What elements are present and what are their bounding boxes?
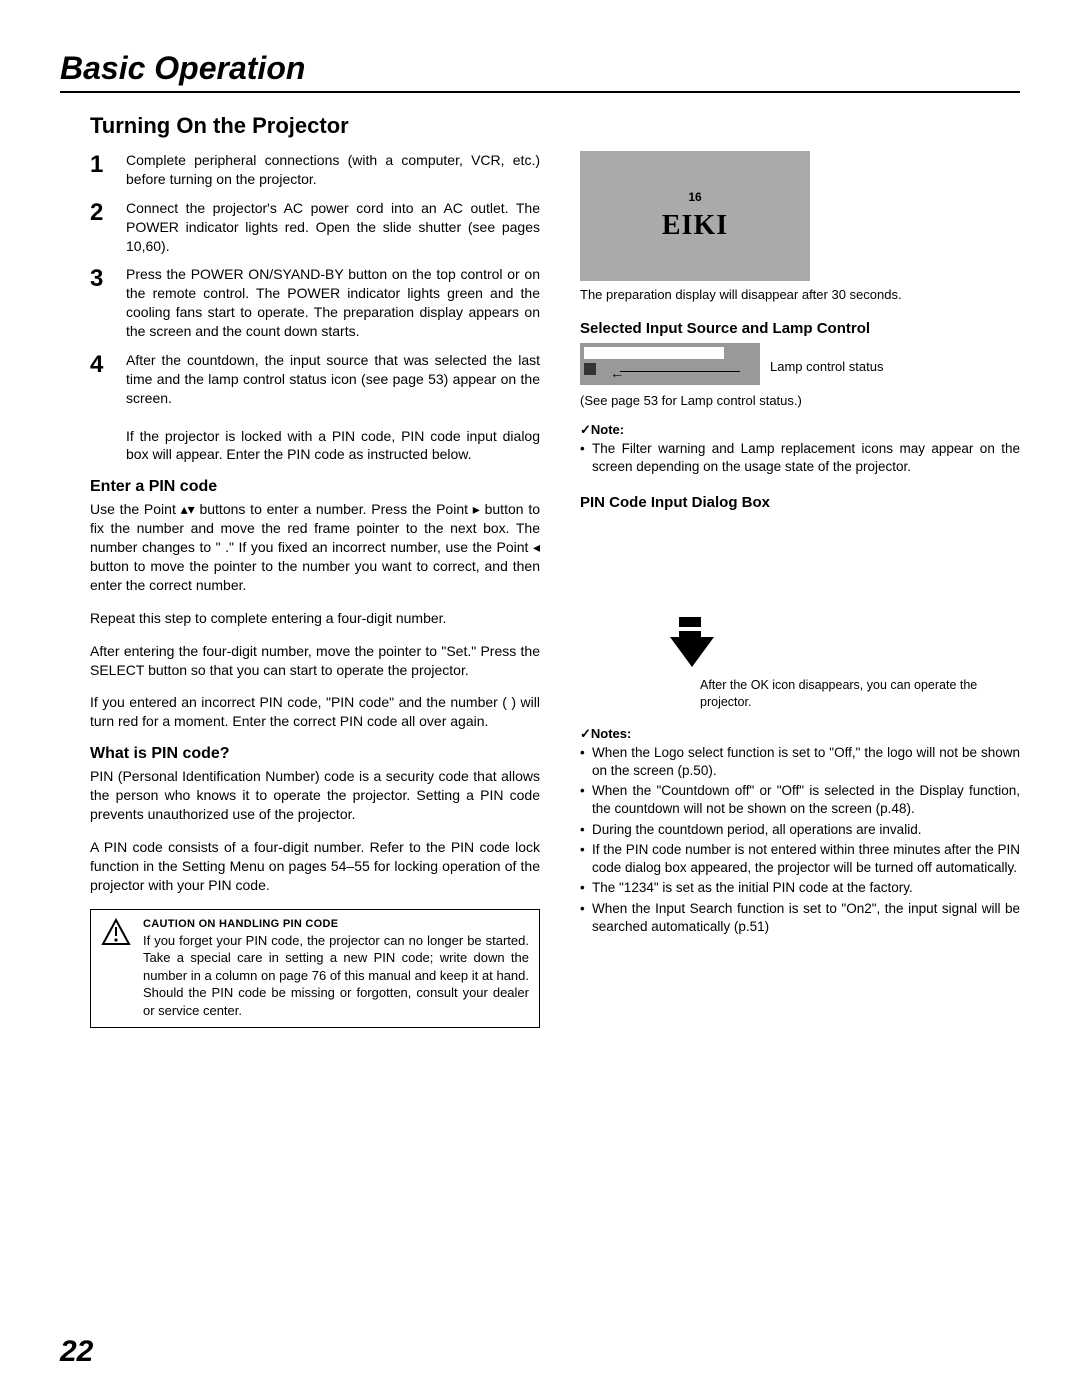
note-item: The "1234" is set as the initial PIN cod…: [580, 879, 1020, 897]
enter-pin-para: After entering the four-digit number, mo…: [90, 642, 540, 680]
note-item: When the Logo select function is set to …: [580, 744, 1020, 780]
lamp-caption: (See page 53 for Lamp control status.): [580, 393, 1020, 408]
lamp-icon: [584, 363, 596, 375]
lamp-heading: Selected Input Source and Lamp Control: [580, 320, 1020, 337]
step-text-main: After the countdown, the input source th…: [126, 352, 540, 406]
note-item: When the Input Search function is set to…: [580, 900, 1020, 936]
step-1: 1 Complete peripheral connections (with …: [90, 151, 540, 189]
note-item: The Filter warning and Lamp replacement …: [580, 440, 1020, 476]
lamp-label: Lamp control status: [770, 359, 883, 374]
what-is-pin-para: A PIN code consists of a four-digit numb…: [90, 838, 540, 895]
caution-box: CAUTION ON HANDLING PIN CODE If you forg…: [90, 909, 540, 1029]
lamp-bar: [584, 347, 724, 359]
step-number: 1: [90, 151, 114, 189]
step-2: 2 Connect the projector's AC power cord …: [90, 199, 540, 256]
caution-title: CAUTION ON HANDLING PIN CODE: [143, 918, 529, 930]
enter-pin-heading: Enter a PIN code: [90, 478, 540, 496]
pin-dialog-heading: PIN Code Input Dialog Box: [580, 494, 1020, 511]
page-title: Basic Operation: [60, 50, 1020, 93]
step-text: Connect the projector's AC power cord in…: [126, 199, 540, 256]
arrow-caption: After the OK icon disappears, you can op…: [700, 677, 1020, 710]
enter-pin-para: If you entered an incorrect PIN code, "P…: [90, 693, 540, 731]
note-heading: ✓Note:: [580, 422, 1020, 438]
notes-heading: ✓Notes:: [580, 726, 1020, 742]
step-4: 4 After the countdown, the input source …: [90, 351, 540, 464]
caution-text: If you forget your PIN code, the project…: [143, 932, 529, 1020]
step-text-extra: If the projector is locked with a PIN co…: [126, 428, 540, 463]
what-is-pin-heading: What is PIN code?: [90, 745, 540, 763]
notes-list: When the Logo select function is set to …: [580, 744, 1020, 936]
right-column: 16 EIKI The preparation display will dis…: [580, 151, 1020, 1028]
enter-pin-para: Use the Point ▴▾ buttons to enter a numb…: [90, 500, 540, 594]
step-number: 2: [90, 199, 114, 256]
step-text: Complete peripheral connections (with a …: [126, 151, 540, 189]
warning-icon: [101, 918, 131, 946]
step-number: 4: [90, 351, 114, 464]
step-number: 3: [90, 265, 114, 341]
figure-caption: The preparation display will disappear a…: [580, 287, 1020, 304]
step-text: After the countdown, the input source th…: [126, 351, 540, 464]
note-list: The Filter warning and Lamp replacement …: [580, 440, 1020, 476]
arrow-down-icon: [670, 617, 710, 667]
left-column: 1 Complete peripheral connections (with …: [60, 151, 540, 1028]
what-is-pin-para: PIN (Personal Identification Number) cod…: [90, 767, 540, 824]
page-number: 22: [60, 1335, 93, 1369]
arrow-left-icon: ←: [610, 365, 624, 381]
step-3: 3 Press the POWER ON/SYAND-BY button on …: [90, 265, 540, 341]
note-item: If the PIN code number is not entered wi…: [580, 841, 1020, 877]
enter-pin-para: Repeat this step to complete entering a …: [90, 609, 540, 628]
section-title: Turning On the Projector: [90, 113, 1020, 139]
figure-number: 16: [688, 190, 701, 204]
note-item: When the "Countdown off" or "Off" is sel…: [580, 782, 1020, 818]
prep-display-figure: 16 EIKI: [580, 151, 810, 281]
step-text: Press the POWER ON/SYAND-BY button on th…: [126, 265, 540, 341]
figure-logo: EIKI: [662, 210, 728, 242]
lamp-control-figure: ←: [580, 343, 760, 385]
note-item: During the countdown period, all operati…: [580, 821, 1020, 839]
callout-line: [620, 371, 740, 372]
